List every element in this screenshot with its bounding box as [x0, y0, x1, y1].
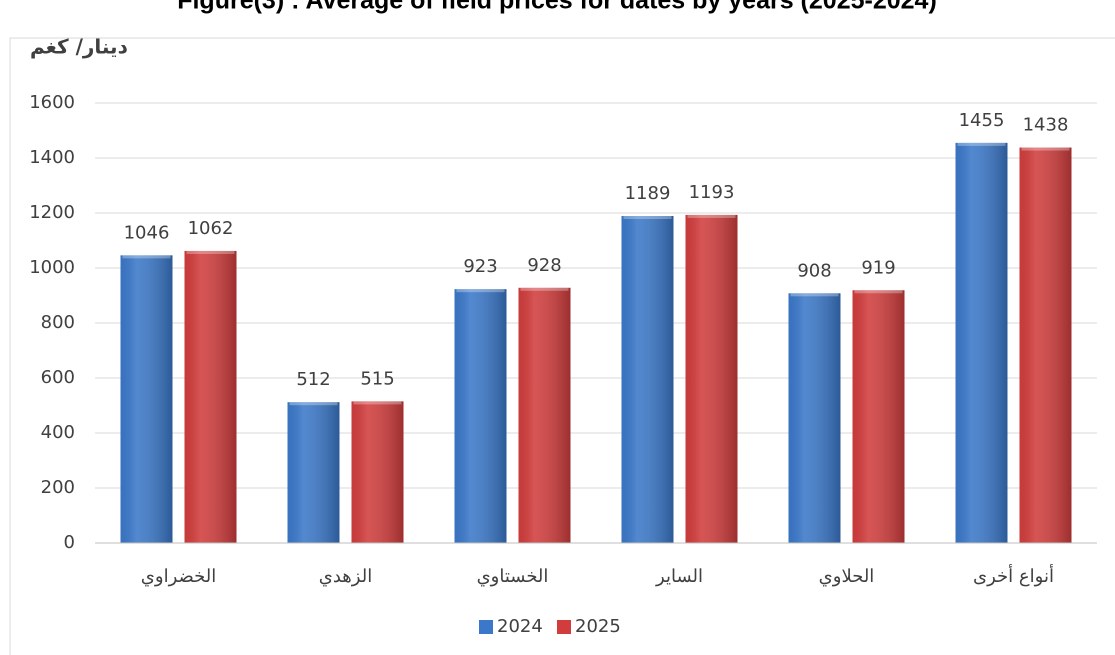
value-label: 919 — [861, 257, 895, 278]
y-tick-label: 0 — [64, 532, 75, 553]
bar-shade — [287, 402, 340, 543]
y-tick-label: 400 — [41, 422, 75, 443]
y-tick-label: 600 — [41, 367, 75, 388]
legend-label: 2024 — [497, 616, 543, 637]
bar-shade — [351, 401, 404, 543]
value-label: 1046 — [124, 222, 170, 243]
bar-cap — [623, 216, 672, 220]
bar-shade — [621, 216, 674, 543]
legend-swatch — [557, 620, 571, 634]
x-tick-label: الخستاوي — [477, 566, 549, 587]
chart-frame — [9, 37, 1115, 655]
x-tick-label: أنواع أخرى — [973, 564, 1054, 587]
chart-title: Figure(3) : Average of field prices for … — [177, 0, 937, 15]
bar-shade — [955, 142, 1008, 543]
bar-cap — [186, 250, 235, 254]
y-tick-label: 200 — [41, 477, 75, 498]
value-label: 515 — [360, 368, 394, 389]
bar-shade — [788, 293, 841, 543]
bar-shade — [120, 255, 173, 543]
bar-cap — [790, 293, 839, 297]
bar-shade — [685, 214, 738, 544]
y-tick-label: 1200 — [29, 202, 75, 223]
legend-label: 2025 — [575, 616, 621, 637]
bar-cap — [957, 142, 1006, 146]
bar-cap — [353, 401, 402, 405]
y-tick-label: 1600 — [29, 92, 75, 113]
bar-shade — [518, 287, 571, 543]
x-tick-label: الساير — [655, 566, 703, 587]
bar-shade — [454, 289, 507, 543]
bar-cap — [122, 255, 171, 259]
y-tick-label: 1000 — [29, 257, 75, 278]
bar-cap — [1021, 147, 1070, 151]
bar-shade — [1019, 147, 1072, 544]
y-axis-label: دينار/ كغم — [30, 35, 128, 59]
bar-cap — [289, 402, 338, 406]
value-label: 512 — [296, 369, 330, 390]
value-label: 923 — [463, 256, 497, 277]
value-label: 1062 — [188, 218, 234, 239]
bar-cap — [854, 290, 903, 294]
bar-shade — [184, 250, 237, 543]
value-label: 928 — [527, 255, 561, 276]
bar-shade — [852, 290, 905, 543]
value-label: 1438 — [1023, 115, 1069, 136]
legend-swatch — [479, 620, 493, 634]
y-tick-label: 1400 — [29, 147, 75, 168]
bar-cap — [456, 289, 505, 293]
bar-cap — [687, 214, 736, 218]
bar-cap — [520, 287, 569, 291]
y-tick-label: 800 — [41, 312, 75, 333]
value-label: 908 — [797, 260, 831, 281]
x-tick-label: الزهدي — [319, 566, 372, 587]
value-label: 1193 — [689, 182, 735, 203]
value-label: 1189 — [625, 183, 671, 204]
value-label: 1455 — [959, 110, 1005, 131]
x-tick-label: الحلاوي — [819, 566, 875, 587]
x-tick-label: الخضراوي — [141, 566, 216, 587]
